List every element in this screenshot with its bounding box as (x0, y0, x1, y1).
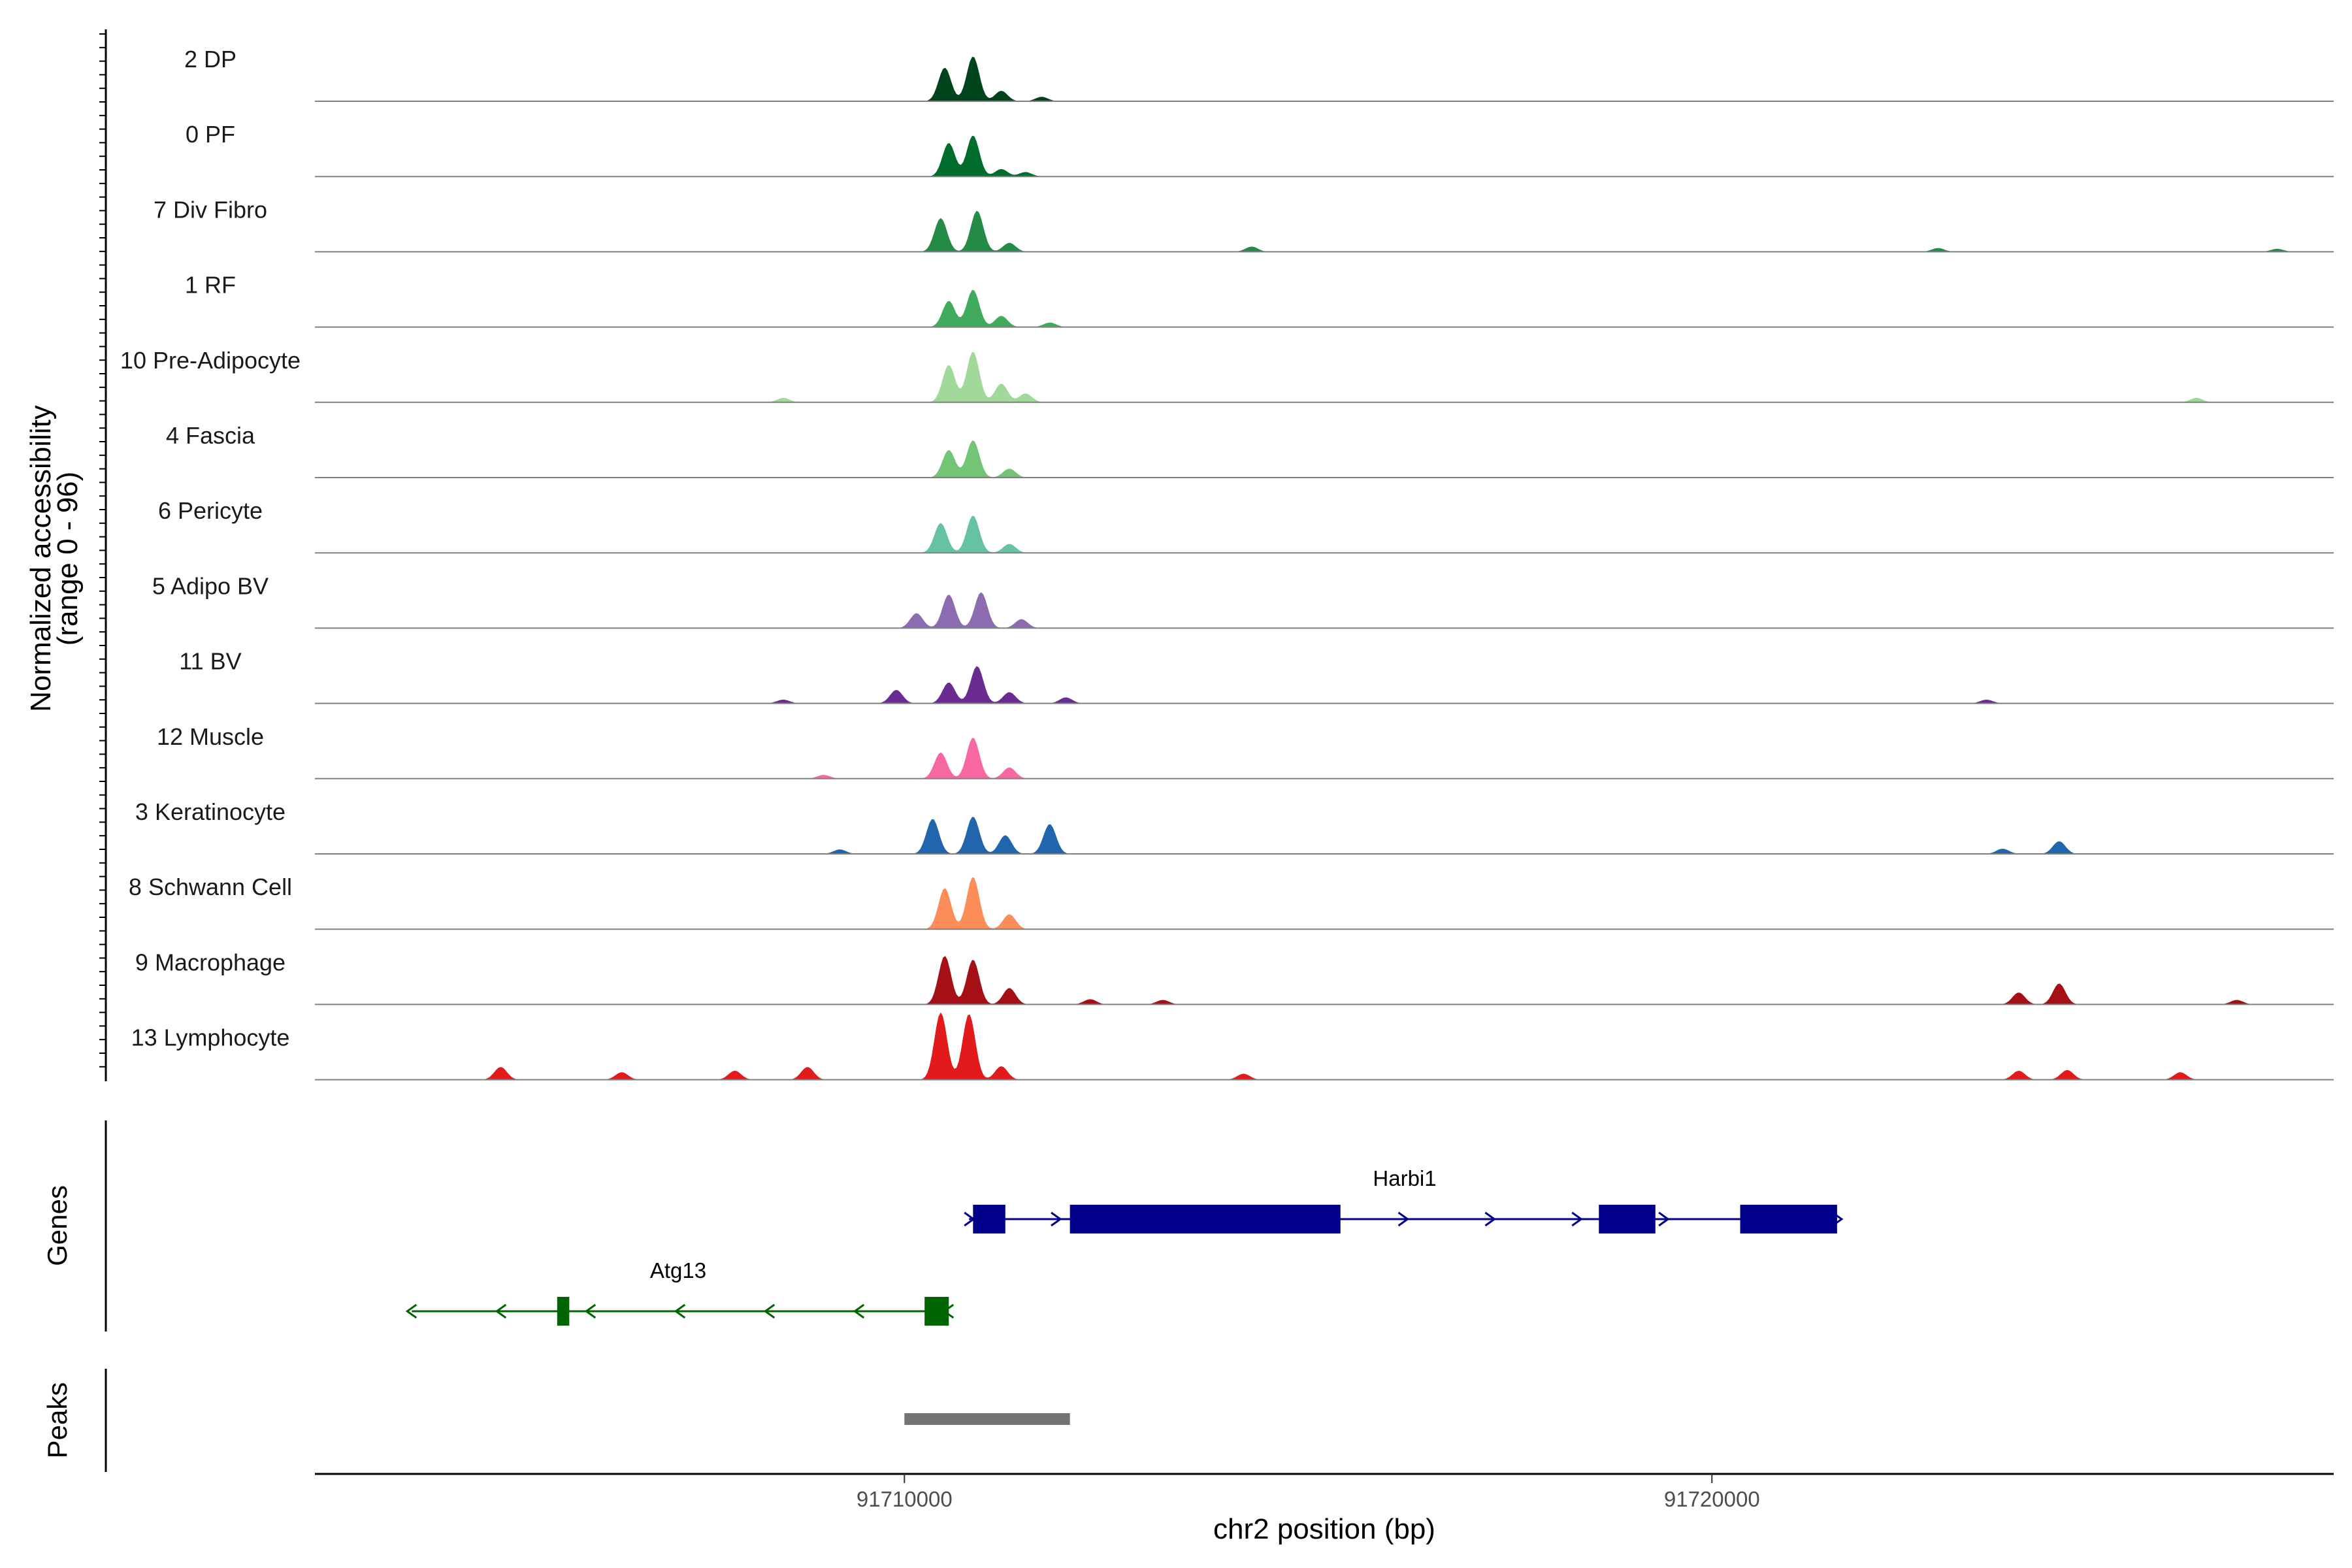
track-9: 12 Muscle (157, 723, 2334, 779)
peak-region-bar (904, 1413, 1070, 1425)
gene-exon (924, 1297, 949, 1326)
x-tick-label: 91720000 (1664, 1487, 1760, 1511)
strand-arrow (853, 1303, 865, 1319)
x-axis: 91710000 91720000 chr2 position (bp) (315, 1473, 2334, 1545)
track-label: 8 Schwann Cell (129, 874, 292, 900)
accessibility-tracks: 2 DP 0 PF 7 Div Fibro 1 RF 10 Pre-Adipocyte 4… (120, 46, 2334, 1081)
strand-arrow (674, 1303, 686, 1319)
genes-panel-label: Genes (42, 1185, 73, 1266)
track-label: 13 Lymphocyte (131, 1024, 290, 1051)
track-6: 6 Pericyte (158, 497, 2334, 554)
track-label: 2 DP (184, 46, 237, 73)
strand-arrow (405, 1303, 417, 1319)
y-axis-title: Normalized accessibility (25, 405, 57, 711)
strand-arrow (584, 1303, 596, 1319)
track-label: 4 Fascia (166, 422, 255, 449)
track-3: 1 RF (185, 272, 2334, 328)
x-axis-ticks: 91710000 91720000 (857, 1474, 1760, 1511)
track-label: 3 Keratinocyte (135, 798, 286, 825)
track-label: 0 PF (186, 121, 235, 148)
track-label: 7 Div Fibro (154, 196, 267, 223)
track-11: 8 Schwann Cell (129, 874, 2334, 930)
track-7: 5 Adipo BV (152, 572, 2334, 629)
peaks-panel-label: Peaks (42, 1382, 73, 1459)
strand-arrow (1397, 1211, 1410, 1227)
peak-regions (904, 1413, 1070, 1425)
track-5: 4 Fascia (166, 422, 2334, 478)
gene-label: Atg13 (650, 1258, 706, 1282)
gene-exon (1070, 1205, 1341, 1233)
track-label: 5 Adipo BV (152, 572, 269, 599)
track-13: 13 Lymphocyte (131, 1012, 2334, 1081)
track-1: 0 PF (186, 121, 2334, 178)
gene-label: Harbi1 (1373, 1166, 1436, 1190)
gene-exon (1740, 1205, 1837, 1233)
track-label: 12 Muscle (157, 723, 264, 750)
track-12: 9 Macrophage (135, 949, 2334, 1005)
track-10: 3 Keratinocyte (135, 798, 2334, 855)
x-axis-title: chr2 position (bp) (1213, 1513, 1435, 1545)
gene-models: Harbi1 Atg13 (405, 1166, 1844, 1326)
strand-arrow (495, 1303, 507, 1319)
peaks-panel: Peaks (42, 1369, 1070, 1472)
strand-arrow (1484, 1211, 1496, 1227)
y-axis (99, 29, 107, 1081)
track-0: 2 DP (184, 46, 2334, 102)
gene-exon (557, 1297, 570, 1326)
strand-arrow (1658, 1211, 1670, 1227)
genes-panel: Genes Harbi1 Atg13 (42, 1120, 1844, 1331)
gene-harbi1: Harbi1 (964, 1166, 1844, 1233)
strand-arrow (1051, 1211, 1062, 1227)
strand-arrow (763, 1303, 776, 1319)
gene-exon (973, 1205, 1005, 1233)
track-4: 10 Pre-Adipocyte (120, 347, 2334, 403)
gene-atg13: Atg13 (405, 1258, 955, 1326)
x-tick-label: 91710000 (857, 1487, 953, 1511)
track-2: 7 Div Fibro (154, 196, 2334, 253)
strand-arrow (1571, 1211, 1583, 1227)
track-label: 6 Pericyte (158, 497, 263, 524)
gene-exon (1599, 1205, 1656, 1233)
track-label: 9 Macrophage (135, 949, 286, 975)
track-8: 11 BV (179, 648, 2334, 704)
track-label: 11 BV (179, 648, 241, 675)
track-label: 1 RF (185, 272, 236, 299)
y-axis-range-label: (range 0 - 96) (52, 472, 84, 646)
track-label: 10 Pre-Adipocyte (120, 347, 301, 374)
y-axis-ticks (99, 33, 106, 1068)
